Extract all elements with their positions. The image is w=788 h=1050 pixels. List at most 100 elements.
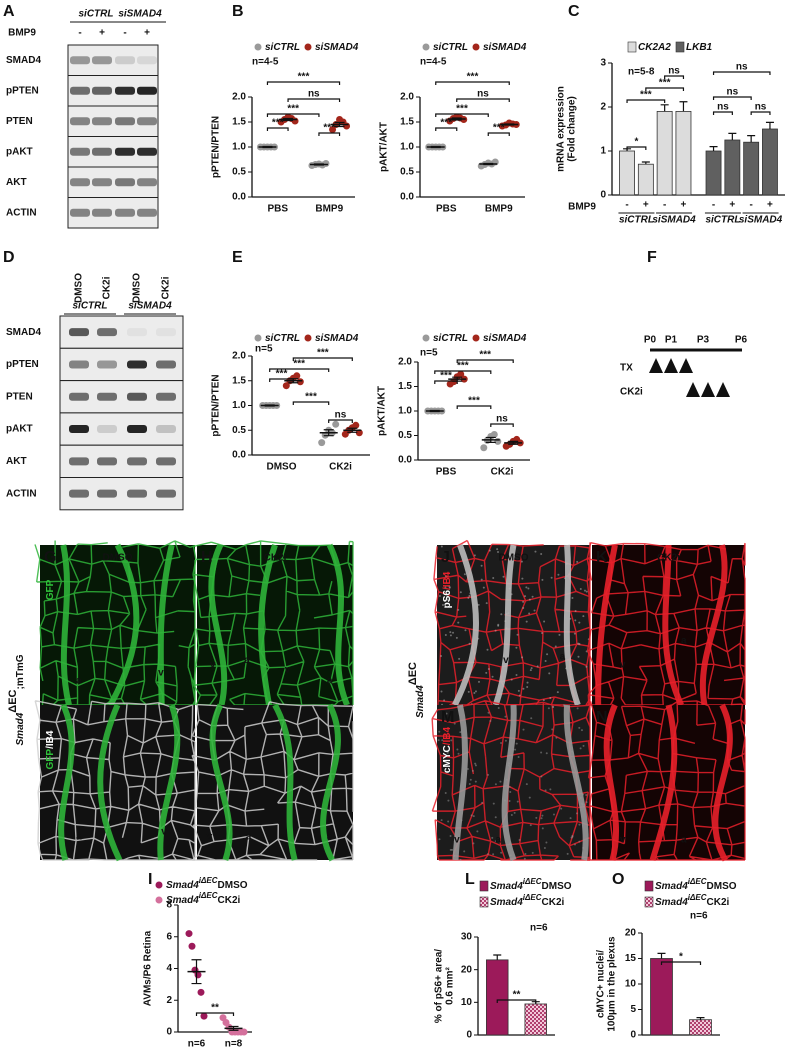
speckle — [444, 792, 447, 795]
speckle — [528, 598, 531, 601]
data-point — [318, 439, 326, 447]
legend-suffix: CK2i — [542, 897, 565, 908]
speckle — [440, 545, 443, 548]
significance-label: *** — [659, 78, 671, 89]
panel-title: CK2i — [657, 553, 680, 564]
speckle — [480, 578, 483, 581]
legend-marker — [422, 334, 430, 342]
speckle — [460, 819, 463, 822]
speckle — [520, 560, 523, 563]
data-point — [185, 930, 193, 938]
bar — [762, 128, 778, 196]
y-tick-label: 20 — [625, 928, 637, 939]
significance-label: *** — [640, 90, 652, 101]
speckle — [474, 762, 477, 765]
speckle — [508, 765, 511, 768]
data-point — [480, 444, 488, 452]
bracket — [496, 999, 537, 1003]
speckle — [585, 650, 588, 653]
legend-swatch — [675, 41, 685, 53]
legend-label: siCTRL — [265, 333, 300, 344]
error-bar — [262, 145, 273, 149]
vessel-label: a — [560, 652, 566, 663]
legend-sup: iΔEC — [199, 876, 218, 885]
vessel-label: v — [207, 831, 213, 842]
y-tick-label: 0.5 — [400, 167, 414, 178]
speckle — [574, 619, 577, 622]
x-tick-label: + — [643, 200, 649, 211]
data-point — [188, 942, 196, 950]
bracket — [292, 401, 330, 405]
x-tick-label: n=6 — [188, 1039, 206, 1050]
speckle — [472, 842, 475, 845]
legend-sup: iΔEC — [688, 893, 707, 902]
vessel-label: a — [495, 834, 501, 845]
speckle — [494, 840, 497, 843]
speckle — [569, 617, 572, 620]
speckle — [541, 827, 544, 830]
speckle — [524, 853, 527, 856]
panel-letter: B — [232, 3, 244, 20]
data-point — [494, 437, 502, 445]
error-bar — [493, 954, 502, 960]
speckle — [474, 780, 477, 783]
data-point — [332, 420, 340, 428]
vessel-network — [431, 700, 591, 862]
panel-letter: D — [3, 249, 15, 266]
significance-label: *** — [293, 359, 305, 370]
y-tick-label: 0 — [600, 190, 606, 201]
speckle — [565, 562, 568, 565]
speckle — [480, 564, 483, 567]
legend-label: Smad4iΔECCK2i — [490, 893, 565, 908]
channel-part: /IB4 — [45, 730, 56, 749]
speckle — [560, 807, 563, 810]
large-vessel — [649, 704, 678, 861]
speckle — [473, 692, 476, 695]
significance-label: ns — [755, 102, 767, 113]
y-tick-label: 6 — [166, 931, 172, 942]
legend-label: Smad4iΔECDMSO — [166, 876, 248, 891]
speckle — [510, 593, 513, 596]
error-bar — [504, 123, 515, 126]
row-label: pAKT — [6, 424, 33, 435]
speckle — [486, 853, 489, 856]
blot-band — [156, 328, 176, 337]
blot-band — [137, 147, 157, 156]
significance-label: ** — [513, 990, 521, 1001]
legend-name: siCTRL — [433, 42, 468, 53]
large-vessel — [492, 544, 517, 706]
blot-strip — [67, 44, 159, 76]
blot-band — [69, 328, 89, 337]
y-tick-label: 0 — [630, 1030, 636, 1041]
y-tick-label: 20 — [461, 964, 473, 975]
speckle — [542, 699, 545, 702]
speckle — [541, 632, 544, 635]
row-label: pPTEN — [6, 85, 39, 96]
vessel-network — [586, 541, 746, 707]
speckle — [550, 576, 553, 579]
large-vessel — [452, 543, 479, 707]
group-label: siCTRL — [705, 215, 740, 226]
error-bar — [313, 163, 324, 166]
significance-label: ns — [477, 89, 489, 100]
speckle — [571, 750, 574, 753]
speckle — [464, 629, 467, 632]
y-tick-label: 2.0 — [398, 357, 412, 368]
data-point — [296, 378, 304, 386]
speckle — [444, 633, 447, 636]
speckle — [482, 586, 485, 589]
legend-label: siCTRL — [433, 42, 468, 53]
blot-band — [127, 489, 147, 498]
speckle — [500, 613, 503, 616]
bracket — [660, 961, 702, 965]
y-axis-label: AVMs/P6 Retina — [143, 930, 154, 1006]
speckle — [556, 691, 559, 694]
n-label: n=4-5 — [420, 57, 447, 68]
blot-band — [69, 360, 89, 369]
data-point — [282, 382, 290, 390]
lane-label: - — [78, 28, 81, 39]
lane-label: DMSO — [74, 273, 85, 303]
genotype-label: Smad4ΔEC — [407, 662, 426, 718]
dose-marker — [686, 382, 700, 397]
speckle — [551, 728, 554, 731]
